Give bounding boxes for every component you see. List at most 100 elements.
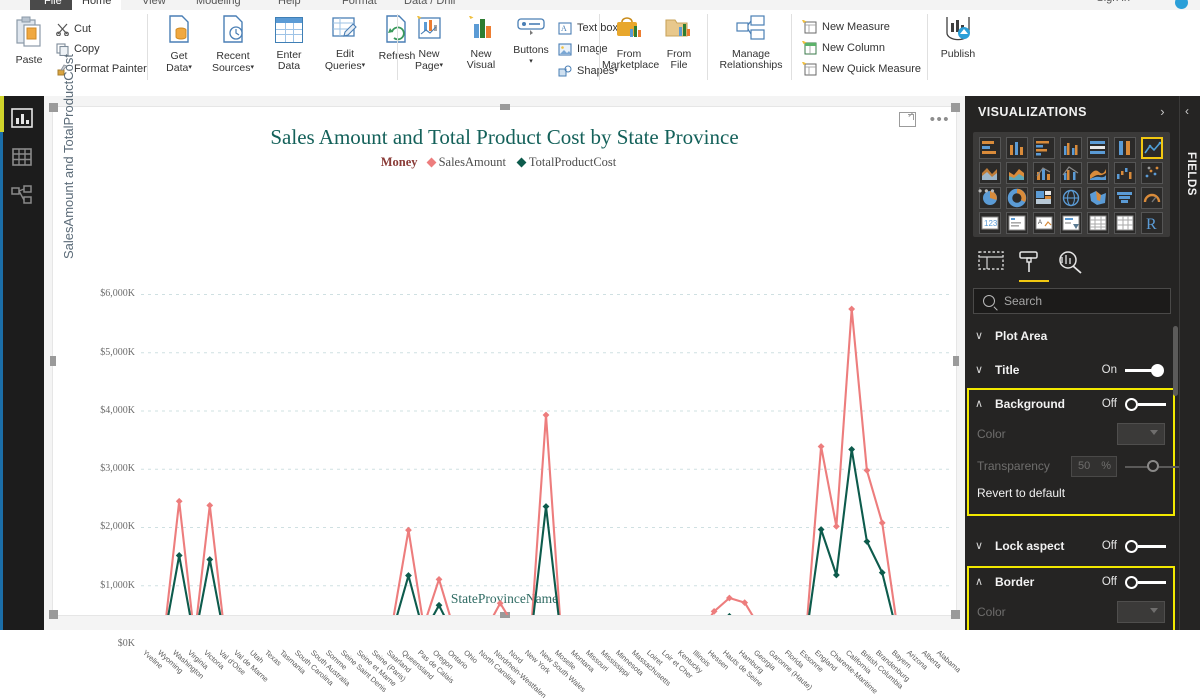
tab-analytics[interactable] xyxy=(1057,250,1091,278)
visual-type-ribbon-chart[interactable] xyxy=(1087,162,1109,184)
resize-handle-top-right[interactable] xyxy=(951,103,960,112)
plot-area-chevron-icon[interactable]: ∨ xyxy=(975,330,984,342)
title-toggle[interactable] xyxy=(1125,364,1167,377)
background-color-picker[interactable] xyxy=(1117,423,1165,445)
visual-type-table[interactable] xyxy=(1087,212,1109,234)
visual-type-pie-chart[interactable] xyxy=(979,187,1001,209)
enter-data-button[interactable]: Enter Data xyxy=(262,14,316,73)
visual-type-gallery[interactable]: 123 A R xyxy=(973,132,1170,237)
lock-aspect-chevron-icon[interactable]: ∨ xyxy=(975,540,984,552)
visual-type-r-script-visual[interactable]: R xyxy=(1141,212,1163,234)
from-marketplace-button[interactable]: From Marketplace xyxy=(602,14,659,72)
visual-type-line-clustered-column-chart[interactable] xyxy=(1060,162,1082,184)
get-data-button[interactable]: Get Data▾ xyxy=(152,14,206,75)
resize-handle-bottom-left[interactable] xyxy=(49,610,58,619)
new-page-button[interactable]: New Page▾ xyxy=(402,14,456,73)
background-toggle[interactable] xyxy=(1125,398,1167,411)
account-avatar-icon[interactable] xyxy=(1175,0,1188,9)
visual-type-waterfall-chart[interactable] xyxy=(1114,162,1136,184)
new-measure-button[interactable]: New Measure xyxy=(802,19,890,36)
ribbon-tab-home[interactable]: Home xyxy=(72,0,122,10)
visual-type-slicer[interactable] xyxy=(1060,212,1082,234)
visual-type-filled-map[interactable] xyxy=(1087,187,1109,209)
section-lock-aspect[interactable]: ∨ Lock aspect Off xyxy=(965,532,1179,560)
ribbon-tab-file[interactable]: File xyxy=(30,0,76,10)
visual-type-card[interactable]: 123 xyxy=(979,212,1001,234)
new-quick-measure-button[interactable]: New Quick Measure xyxy=(802,61,921,78)
visual-type-clustered-column-chart[interactable] xyxy=(1060,137,1082,159)
visual-type-gauge[interactable] xyxy=(1141,187,1163,209)
buttons-button[interactable]: Buttons ▾ xyxy=(504,14,558,69)
text-box-button[interactable]: A Text box xyxy=(558,20,618,37)
transparency-input[interactable]: 50 % xyxy=(1071,456,1117,477)
gallery-more-icon[interactable]: ••• xyxy=(978,184,997,198)
report-canvas[interactable]: ••• Sales Amount and Total Product Cost … xyxy=(44,54,965,700)
search-field[interactable]: Search xyxy=(973,288,1171,314)
resize-handle-top-left[interactable] xyxy=(49,103,58,112)
visual-type-map[interactable] xyxy=(1060,187,1082,209)
pane-scrollbar-thumb[interactable] xyxy=(1173,326,1178,396)
expand-fields-chevron-icon[interactable]: ‹ xyxy=(1185,104,1189,118)
ribbon-tab-view[interactable]: View xyxy=(142,0,166,7)
border-color-picker[interactable] xyxy=(1117,601,1165,623)
cut-button[interactable]: Cut xyxy=(56,21,91,38)
border-chevron-icon[interactable]: ∧ xyxy=(975,576,984,588)
visual-type-stacked-bar-chart[interactable] xyxy=(979,137,1001,159)
background-revert-to-default[interactable]: Revert to default xyxy=(977,486,1066,500)
nav-report-view-icon[interactable] xyxy=(11,107,33,129)
title-chevron-icon[interactable]: ∨ xyxy=(975,364,984,376)
legend-item-totalproductcost[interactable]: TotalProductCost xyxy=(516,155,616,169)
lock-aspect-toggle[interactable] xyxy=(1125,540,1167,553)
visual-type-stacked-column-chart[interactable] xyxy=(1006,137,1028,159)
resize-handle-bottom-middle[interactable] xyxy=(499,612,510,618)
visual-type-100-stacked-bar-chart[interactable] xyxy=(1087,137,1109,159)
nav-data-view-icon[interactable] xyxy=(11,146,33,168)
visual-type-100-stacked-column-chart[interactable] xyxy=(1114,137,1136,159)
from-file-button[interactable]: From File xyxy=(652,14,706,72)
legend-item-salesamount[interactable]: SalesAmount xyxy=(426,155,506,169)
new-column-button[interactable]: New Column xyxy=(802,40,885,57)
background-chevron-icon[interactable]: ∧ xyxy=(975,398,984,410)
transparency-slider[interactable] xyxy=(1125,460,1189,472)
section-background[interactable]: ∧ Background Off Color Transparency 50 %… xyxy=(965,390,1189,506)
visual-type-treemap[interactable] xyxy=(1033,187,1055,209)
section-plot-area[interactable]: ∨ Plot Area xyxy=(965,322,1179,350)
line-chart-visual[interactable]: ••• Sales Amount and Total Product Cost … xyxy=(49,54,963,700)
resize-handle-right-middle[interactable] xyxy=(953,356,959,366)
resize-handle-bottom-right[interactable] xyxy=(951,610,960,619)
ribbon-tab-data-drill[interactable]: Data / Drill xyxy=(404,0,456,7)
section-title[interactable]: ∨ Title On xyxy=(965,356,1179,384)
shapes-button[interactable]: Shapes▾ xyxy=(558,62,618,79)
manage-relationships-button[interactable]: Manage Relationships xyxy=(717,14,785,72)
paste-button[interactable]: Paste xyxy=(6,16,52,66)
visual-type-line-chart[interactable] xyxy=(1141,137,1163,159)
visual-type-kpi[interactable]: A xyxy=(1033,212,1055,234)
visual-type-multi-row-card[interactable] xyxy=(1006,212,1028,234)
visual-type-funnel[interactable] xyxy=(1114,187,1136,209)
sign-in-link[interactable]: Sign in xyxy=(1096,0,1130,4)
recent-sources-button[interactable]: Recent Sources▾ xyxy=(206,14,260,75)
visual-type-stacked-area-chart[interactable] xyxy=(1006,162,1028,184)
publish-button[interactable]: Publish xyxy=(931,14,985,60)
section-border[interactable]: ∧ Border Off Color xyxy=(965,568,1179,630)
resize-handle-left-middle[interactable] xyxy=(50,356,56,366)
ribbon-tab-format[interactable]: Format xyxy=(342,0,377,7)
new-visual-button[interactable]: New Visual xyxy=(454,14,508,72)
collapse-pane-chevron-icon[interactable]: › xyxy=(1160,104,1165,119)
visual-type-matrix[interactable] xyxy=(1114,212,1136,234)
fields-pane-rail[interactable]: ‹ FIELDS xyxy=(1179,96,1200,630)
copy-button[interactable]: Copy xyxy=(56,41,100,58)
visual-type-line-stacked-column-chart[interactable] xyxy=(1033,162,1055,184)
edit-queries-button[interactable]: Edit Queries▾ xyxy=(318,14,372,73)
visual-type-area-chart[interactable] xyxy=(979,162,1001,184)
ribbon-tab-modeling[interactable]: Modeling xyxy=(196,0,241,7)
visual-type-clustered-bar-chart[interactable] xyxy=(1033,137,1055,159)
ribbon-tab-help[interactable]: Help xyxy=(278,0,301,7)
tab-fields[interactable] xyxy=(977,250,1011,278)
nav-model-view-icon[interactable] xyxy=(11,185,33,207)
visual-type-donut-chart[interactable] xyxy=(1006,187,1028,209)
border-toggle[interactable] xyxy=(1125,576,1167,589)
format-painter-button[interactable]: Format Painter xyxy=(56,61,147,78)
visual-type-scatter-chart[interactable] xyxy=(1141,162,1163,184)
resize-handle-top-middle[interactable] xyxy=(499,104,510,110)
